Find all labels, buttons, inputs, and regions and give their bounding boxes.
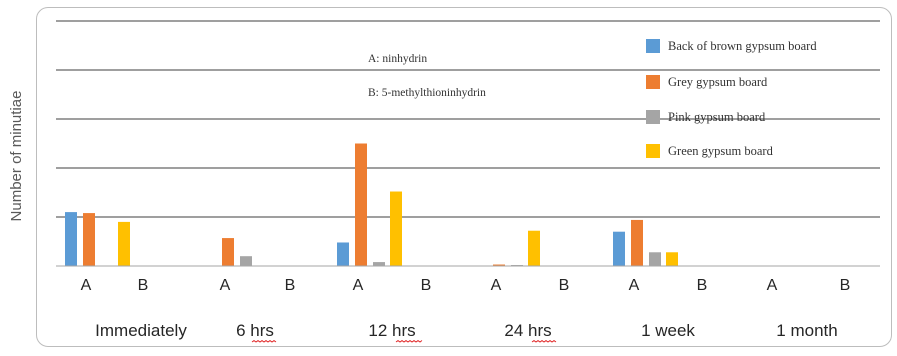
x-tick-label-7: B bbox=[559, 277, 570, 294]
x-tick-label-3: B bbox=[285, 277, 296, 294]
legend: Back of brown gypsum board Grey gypsum bo… bbox=[646, 39, 817, 158]
bar-back-of-brown-gypsum-board-0 bbox=[65, 212, 77, 266]
legend-swatch-3 bbox=[646, 144, 660, 158]
group-labels: Immediately 6 hrs 12 hrs 24 hrs 1 week 1 mont… bbox=[95, 321, 838, 343]
bar-pink-gypsum-board-8 bbox=[649, 252, 661, 266]
bar-grey-gypsum-board-4 bbox=[355, 143, 367, 266]
group-label-12-hrs: 12 hrs bbox=[368, 321, 415, 340]
bar-grey-gypsum-board-0 bbox=[83, 213, 95, 266]
x-tick-label-11: B bbox=[840, 277, 851, 294]
x-tick-label-5: B bbox=[421, 277, 432, 294]
bars bbox=[65, 143, 678, 266]
spellcheck-underline-3 bbox=[531, 339, 557, 343]
legend-label-0: Back of brown gypsum board bbox=[668, 39, 817, 53]
x-tick-label-4: A bbox=[353, 277, 364, 294]
x-tick-label-1: B bbox=[138, 277, 149, 294]
group-label-24-hrs: 24 hrs bbox=[504, 321, 551, 340]
x-tick-label-9: B bbox=[697, 277, 708, 294]
bar-back-of-brown-gypsum-board-4 bbox=[337, 242, 349, 266]
spellcheck-underline-1 bbox=[251, 339, 277, 343]
bar-pink-gypsum-board-4 bbox=[373, 262, 385, 266]
bar-grey-gypsum-board-2 bbox=[222, 238, 234, 266]
legend-label-2: Pink gypsum board bbox=[668, 110, 766, 124]
bar-grey-gypsum-board-8 bbox=[631, 219, 643, 266]
group-label-6-hrs: 6 hrs bbox=[236, 321, 274, 340]
spellcheck-underline-2 bbox=[395, 339, 423, 343]
bar-back-of-brown-gypsum-board-8 bbox=[613, 231, 625, 266]
annotation-ninhydrin: A: ninhydrin bbox=[368, 53, 427, 65]
x-tick-label-6: A bbox=[491, 277, 502, 294]
bar-green-gypsum-board-4 bbox=[390, 191, 402, 266]
bar-green-gypsum-board-8 bbox=[666, 252, 678, 266]
group-label-1-month: 1 month bbox=[776, 321, 837, 340]
x-tick-label-10: A bbox=[767, 277, 778, 294]
group-label-1-week: 1 week bbox=[641, 321, 695, 340]
gridlines bbox=[56, 20, 880, 218]
legend-swatch-0 bbox=[646, 39, 660, 53]
chart-frame bbox=[36, 7, 892, 347]
x-tick-label-0: A bbox=[81, 277, 92, 294]
legend-swatch-2 bbox=[646, 110, 660, 124]
legend-label-1: Grey gypsum board bbox=[668, 75, 768, 89]
group-label-immediately: Immediately bbox=[95, 321, 187, 340]
annotation-methylthioninhydrin: B: 5-methylthioninhydrin bbox=[368, 87, 486, 99]
bar-grey-gypsum-board-6 bbox=[493, 264, 505, 266]
bar-pink-gypsum-board-2 bbox=[240, 256, 252, 266]
bar-green-gypsum-board-6 bbox=[528, 230, 540, 266]
y-axis-label: Number of minutiae bbox=[8, 91, 25, 222]
x-tick-label-2: A bbox=[220, 277, 231, 294]
bar-green-gypsum-board-0 bbox=[118, 221, 130, 266]
legend-swatch-1 bbox=[646, 75, 660, 89]
x-tick-label-8: A bbox=[629, 277, 640, 294]
legend-label-3: Green gypsum board bbox=[668, 144, 774, 158]
